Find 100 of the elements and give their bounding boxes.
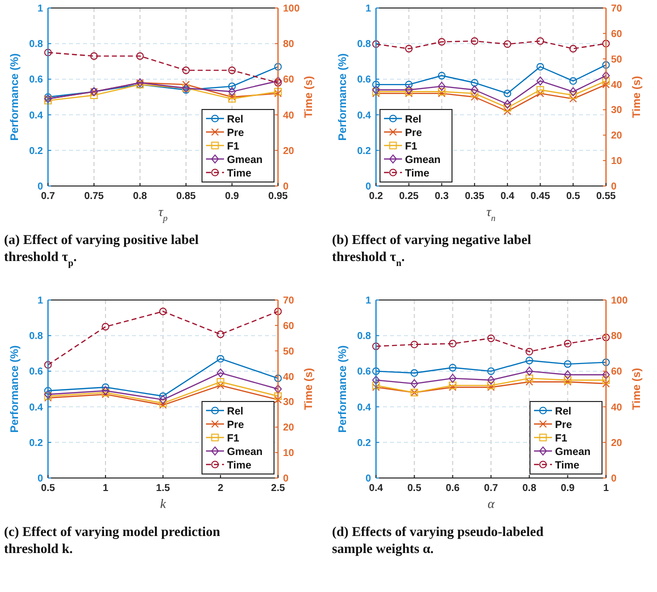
x-tick-label: 0.35 (464, 191, 485, 202)
y-tick-label: 0.4 (29, 402, 44, 414)
text: (b) Effect of varying negative label threshold τ$_{n}$. (332, 232, 532, 269)
x-tick-label: 0.55 (596, 191, 616, 202)
y-axis-title: Performance (%) (337, 52, 349, 141)
y-tick-label: 0.2 (357, 438, 372, 449)
y-axis-title: Performance (%) (9, 52, 21, 141)
y2-tick-label: 40 (283, 110, 295, 122)
x-tick-label: 0.8 (522, 483, 537, 494)
text: (a) Effect of varying positive label threshold τ$_{p}$. (4, 232, 199, 269)
y-tick-label: 0.4 (357, 110, 372, 122)
x-tick-label: 2.5 (271, 483, 286, 494)
y-tick-label: 0 (37, 474, 44, 484)
x-tick-label: 0.3 (434, 191, 450, 202)
y-tick-label: 0 (37, 182, 44, 192)
x-tick-label: 2 (218, 483, 224, 494)
legend-label: Time (227, 459, 252, 472)
x-axis-title: α (488, 496, 496, 511)
y-tick-label: 0.8 (29, 331, 44, 342)
y2-tick-label: 80 (611, 331, 623, 342)
legend-label: Pre (405, 126, 422, 139)
x-axis-title: τ$_{n}$ (486, 204, 496, 223)
legend-label: Gmean (405, 154, 441, 166)
y-tick-label: 1 (365, 296, 372, 306)
y2-tick-label: 20 (283, 422, 295, 434)
y2-tick-label: 100 (611, 296, 628, 306)
y-tick-label: 0.8 (357, 39, 372, 50)
y2-tick-label: 50 (283, 346, 295, 358)
y-tick-label: 1 (37, 296, 44, 306)
y2-tick-label: 0 (283, 182, 289, 192)
text: (c) Effect of varying model prediction threshold k. (4, 524, 221, 556)
legend-label: Pre (227, 126, 244, 139)
legend-label: Time (405, 167, 430, 180)
y-axis-title: Performance (%) (337, 344, 349, 433)
x-tick-label: 0.95 (268, 191, 288, 202)
y-tick-label: 0 (365, 182, 372, 192)
x-axis-title: τ$_{p}$ (158, 204, 168, 223)
y2-tick-label: 60 (283, 320, 295, 332)
y2-tick-label: 20 (283, 146, 295, 157)
y-tick-label: 0.8 (29, 39, 44, 50)
legend-label: Rel (227, 113, 244, 126)
y-tick-label: 0.2 (29, 146, 44, 157)
y-tick-label: 0.4 (357, 402, 372, 414)
x-tick-label: 0.7 (484, 483, 498, 494)
y-tick-label: 0.8 (357, 331, 372, 342)
legend-label: Rel (227, 405, 244, 418)
y-tick-label: 0.2 (357, 146, 372, 157)
y2-tick-label: 50 (611, 54, 623, 66)
y2-tick-label: 20 (611, 438, 623, 449)
y-tick-label: 0.6 (29, 74, 44, 86)
y2-tick-label: 80 (283, 39, 295, 50)
y-tick-label: 0.6 (357, 74, 372, 86)
x-tick-label: 0.8 (133, 191, 148, 202)
y-tick-label: 0.6 (357, 366, 372, 378)
y2-axis-title: Time (s) (631, 76, 643, 118)
x-tick-label: 0.4 (500, 191, 515, 202)
y2-tick-label: 40 (283, 372, 295, 383)
y2-tick-label: 60 (611, 28, 623, 40)
legend-label: F1 (405, 140, 418, 152)
y2-tick-label: 10 (611, 156, 623, 168)
x-tick-label: 0.6 (446, 483, 460, 494)
y-axis-title: Performance (%) (9, 344, 21, 433)
x-tick-label: 0.85 (176, 191, 196, 202)
y2-axis-title: Time (s) (303, 368, 315, 410)
y2-tick-label: 30 (283, 397, 295, 408)
y-tick-label: 0.2 (29, 438, 44, 449)
legend-label: Time (227, 167, 252, 180)
y2-tick-label: 10 (283, 448, 295, 460)
y2-axis-title: Time (s) (303, 76, 315, 118)
y-tick-label: 0 (365, 474, 372, 484)
legend-label: Gmean (227, 446, 263, 458)
text: (d) Effects of varying pseudo-labeled sample weights α. (332, 524, 544, 556)
legend-label: F1 (227, 140, 240, 152)
legend-label: Gmean (555, 446, 591, 458)
y2-tick-label: 20 (611, 130, 623, 142)
x-tick-label: 1 (603, 483, 610, 494)
y-tick-label: 0.6 (29, 366, 44, 378)
x-tick-label: 0.9 (560, 483, 576, 494)
y2-tick-label: 70 (283, 296, 295, 306)
y2-tick-label: 0 (611, 182, 617, 192)
x-tick-label: 0.5 (407, 483, 422, 494)
y2-tick-label: 60 (611, 366, 623, 378)
legend-label: F1 (227, 432, 240, 444)
y2-tick-label: 100 (283, 4, 300, 14)
y2-tick-label: 60 (283, 74, 295, 86)
x-tick-label: 0.5 (566, 191, 581, 202)
y2-tick-label: 0 (283, 474, 289, 484)
x-tick-label: 0.7 (41, 191, 56, 202)
y2-tick-label: 0 (611, 474, 617, 484)
legend-label: Pre (555, 418, 572, 431)
x-tick-label: 1 (102, 483, 109, 494)
x-tick-label: 0.5 (41, 483, 56, 494)
legend-label: Rel (405, 113, 422, 126)
y2-tick-label: 30 (611, 105, 623, 116)
legend-label: Gmean (227, 154, 263, 166)
x-tick-label: 0.75 (84, 191, 104, 202)
x-tick-label: 1.5 (156, 483, 170, 494)
y2-axis-title: Time (s) (631, 368, 643, 410)
y-tick-label: 0.4 (29, 110, 44, 122)
x-axis-title: k (160, 496, 166, 511)
